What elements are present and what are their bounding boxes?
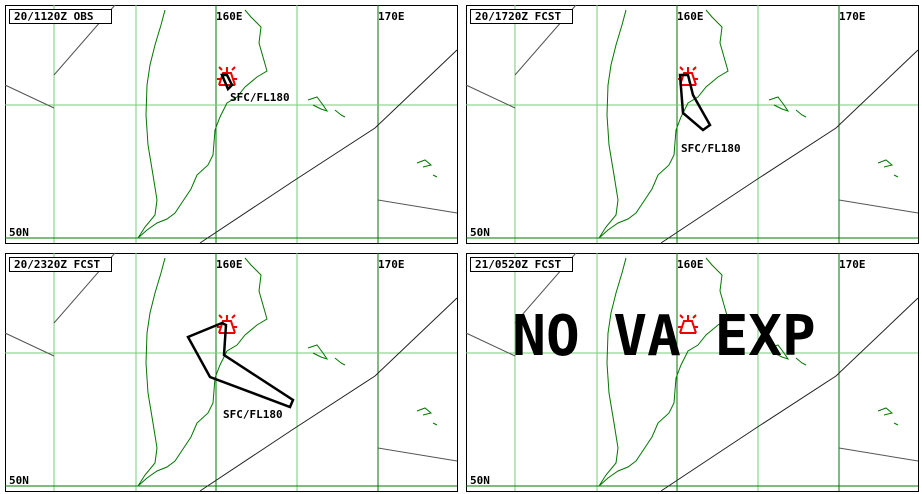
panel-frame: [466, 5, 919, 244]
island: [416, 159, 433, 168]
island: [768, 344, 790, 360]
boundary: [199, 49, 458, 244]
volcano-symbol: [217, 314, 237, 334]
volcano-symbol: [678, 314, 698, 334]
lon-label: 160E: [216, 10, 243, 23]
boundary: [377, 199, 458, 214]
island: [432, 422, 438, 426]
time-label: 20/1720Z FCST: [475, 10, 561, 23]
time-label: 20/2320Z FCST: [14, 258, 100, 271]
island: [432, 174, 438, 178]
lon-label: 170E: [839, 10, 866, 23]
map-panel: 20/1120Z OBS 160E 170E 50N SFC/FL180: [4, 4, 458, 244]
island: [307, 344, 329, 360]
lat-label: 50N: [9, 474, 29, 487]
lat-label: 50N: [9, 226, 29, 239]
boundary: [4, 332, 55, 357]
lat-label: 50N: [470, 474, 490, 487]
island: [877, 407, 894, 416]
map-panel: 20/2320Z FCST 160E 170E 50N SFC/FL180: [4, 252, 458, 492]
level-label: SFC/FL180: [681, 142, 741, 155]
lon-label: 170E: [378, 10, 405, 23]
boundary: [838, 447, 919, 462]
time-label-box: [470, 257, 573, 272]
coastline: [137, 9, 268, 239]
island: [877, 159, 894, 168]
lon-label: 170E: [839, 258, 866, 271]
island: [307, 96, 329, 112]
volcano-symbol: [678, 66, 698, 86]
ash-area: [220, 73, 234, 92]
lon-label: 160E: [677, 258, 704, 271]
island: [334, 109, 346, 118]
no-va-notice: NO VA EXP: [512, 304, 815, 369]
boundary: [4, 84, 55, 109]
ash-area: [678, 73, 712, 132]
map-panel: 21/0520Z FCST 160E 170E 50N NO VA EXP: [465, 252, 919, 492]
lat-label: 50N: [470, 226, 490, 239]
boundary: [838, 199, 919, 214]
lon-label: 170E: [378, 258, 405, 271]
island: [795, 109, 807, 118]
panel-frame: [5, 5, 458, 244]
boundary: [660, 49, 919, 244]
level-label: SFC/FL180: [223, 408, 283, 421]
boundary: [377, 447, 458, 462]
map-panel: 20/1720Z FCST 160E 170E 50N SFC/FL180: [465, 4, 919, 244]
boundary: [199, 297, 458, 492]
time-label: 21/0520Z FCST: [475, 258, 561, 271]
coastline: [598, 257, 729, 487]
coastline: [598, 9, 729, 239]
level-label: SFC/FL180: [230, 91, 290, 104]
island: [893, 174, 899, 178]
time-label-box: [9, 257, 112, 272]
lon-label: 160E: [216, 258, 243, 271]
panel-frame: [5, 253, 458, 492]
island: [768, 96, 790, 112]
boundary: [465, 84, 516, 109]
island: [416, 407, 433, 416]
coastline: [137, 257, 268, 487]
panel-frame: [466, 253, 919, 492]
time-label-box: [470, 9, 573, 24]
ash-area: [186, 321, 295, 409]
time-label-box: [9, 9, 112, 24]
boundary: [465, 332, 516, 357]
island: [334, 357, 346, 366]
island: [795, 357, 807, 366]
boundary: [660, 297, 919, 492]
island: [893, 422, 899, 426]
time-label: 20/1120Z OBS: [14, 10, 93, 23]
lon-label: 160E: [677, 10, 704, 23]
